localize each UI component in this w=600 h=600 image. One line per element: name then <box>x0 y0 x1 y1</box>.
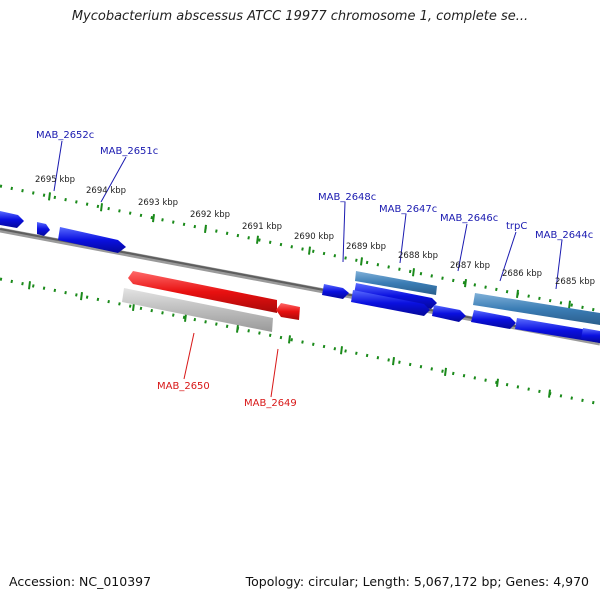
scale-label: 2690 kbp <box>294 232 334 242</box>
major-tick <box>204 224 207 234</box>
gene-arrow[interactable] <box>0 211 24 228</box>
major-tick <box>516 289 519 299</box>
scale-label: 2693 kbp <box>138 198 178 208</box>
reverse-gene-labels: MAB_2650 MAB_2649 <box>157 381 297 409</box>
major-tick <box>100 203 103 212</box>
gene-arrow[interactable] <box>351 290 430 316</box>
gene-arrow[interactable] <box>515 318 600 343</box>
major-tick <box>568 300 571 309</box>
gene-label[interactable]: MAB_2647c <box>379 204 437 215</box>
scale-label: 2694 kbp <box>86 186 126 196</box>
gene-arrow[interactable] <box>473 293 600 325</box>
major-tick <box>152 213 155 223</box>
major-tick <box>360 257 363 266</box>
major-tick <box>256 235 259 244</box>
major-tick <box>308 246 311 255</box>
scale-label: 2695 kbp <box>35 175 75 185</box>
scale-label: 2688 kbp <box>398 251 438 261</box>
gene-label[interactable]: MAB_2652c <box>36 130 94 141</box>
forward-major-ticks <box>48 192 571 309</box>
major-tick <box>288 335 291 344</box>
gene-arrow[interactable] <box>37 222 50 236</box>
gene-arrow[interactable] <box>581 328 600 343</box>
major-tick <box>48 192 51 201</box>
gene-arrow[interactable] <box>58 227 126 253</box>
gene-arrow[interactable] <box>432 305 466 322</box>
gene-label[interactable]: MAB_2646c <box>440 213 498 224</box>
forward-genes <box>0 211 600 343</box>
scale-label: 2686 kbp <box>502 269 542 279</box>
scale-label: 2685 kbp <box>555 277 595 287</box>
major-tick <box>392 356 395 366</box>
forward-label-leaders <box>53 140 563 290</box>
major-tick <box>444 367 447 377</box>
scale-labels: 2695 kbp 2694 kbp 2693 kbp 2692 kbp 2691… <box>35 175 595 287</box>
gene-label[interactable]: MAB_2649 <box>244 398 297 409</box>
forward-gene-labels: MAB_2652c MAB_2651c MAB_2648c MAB_2647c … <box>36 130 593 241</box>
gene-arrow[interactable] <box>128 271 277 313</box>
accession-text: Accession: NC_010397 <box>9 574 152 589</box>
scale-label: 2689 kbp <box>346 242 386 252</box>
major-tick <box>496 378 499 387</box>
gene-arrow[interactable] <box>322 284 349 299</box>
gene-label[interactable]: MAB_2650 <box>157 381 210 392</box>
major-tick <box>236 324 239 333</box>
gene-label[interactable]: MAB_2651c <box>100 146 158 157</box>
major-tick <box>80 291 83 301</box>
scale-track-reverse <box>0 277 600 406</box>
scale-label: 2691 kbp <box>242 222 282 232</box>
gene-arrow[interactable] <box>355 271 437 295</box>
gene-label[interactable]: MAB_2648c <box>318 192 376 203</box>
gene-label[interactable]: MAB_2644c <box>535 230 593 241</box>
genome-summary-text: Topology: circular; Length: 5,067,172 bp… <box>245 574 589 589</box>
gene-label[interactable]: trpC <box>506 221 527 232</box>
scale-label: 2687 kbp <box>450 261 490 271</box>
major-tick <box>464 278 467 288</box>
reverse-genes <box>122 271 300 332</box>
reverse-major-ticks <box>28 281 551 398</box>
major-tick <box>548 389 551 398</box>
major-tick <box>184 313 187 322</box>
major-tick <box>412 268 415 277</box>
major-tick <box>28 281 31 290</box>
gene-arrow[interactable] <box>122 288 273 332</box>
major-tick <box>340 346 343 355</box>
map-title: Mycobacterium abscessus ATCC 19977 chrom… <box>71 9 529 24</box>
scale-label: 2692 kbp <box>190 210 230 220</box>
gene-arrow[interactable] <box>471 310 516 329</box>
gene-arrow[interactable] <box>276 303 300 320</box>
reverse-label-leaders <box>183 332 279 398</box>
